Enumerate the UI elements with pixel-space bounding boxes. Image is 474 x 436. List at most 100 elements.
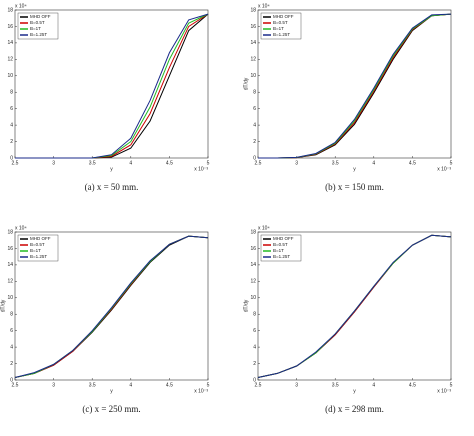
legend-label: MHD OFF: [30, 236, 51, 241]
legend-label: B=1.25T: [273, 32, 290, 37]
y-tick-label: 14: [250, 40, 256, 46]
legend-label: B=1T: [30, 248, 41, 253]
x-exponent: x 10⁻³: [194, 166, 208, 172]
y-tick-label: 6: [253, 328, 256, 334]
x-tick-label: 2.5: [255, 382, 262, 388]
y-tick-label: 16: [7, 24, 13, 30]
y-tick-label: 6: [253, 106, 256, 112]
y-tick-label: 0: [10, 155, 13, 161]
y-tick-label: 12: [7, 57, 13, 63]
y-tick-label: 10: [7, 73, 13, 79]
x-tick-label: 4.5: [409, 160, 416, 166]
legend-label: B=1T: [273, 248, 284, 253]
y-tick-label: 2: [253, 361, 256, 367]
x-exponent: x 10⁻³: [194, 388, 208, 394]
y-tick-label: 6: [10, 328, 13, 334]
legend-label: B=1.25T: [273, 254, 290, 259]
y-tick-label: 12: [250, 57, 256, 63]
y-tick-label: 4: [10, 344, 13, 350]
y-tick-label: 16: [250, 246, 256, 252]
y-tick-label: 4: [10, 122, 13, 128]
x-tick-label: 3: [295, 160, 298, 166]
x-tick-label: 2.5: [255, 160, 262, 166]
y-exponent: x 10⁴: [258, 3, 270, 9]
plot-frame: [14, 231, 209, 381]
legend-label: B=1T: [30, 26, 41, 31]
series-line: [15, 13, 209, 159]
series-line: [258, 13, 452, 159]
plot-frame: [257, 231, 452, 381]
x-tick-label: 3.5: [89, 382, 96, 388]
legend-label: B=1.25T: [30, 254, 47, 259]
caption: (a) x = 50 mm.: [85, 182, 139, 192]
plot-frame: [257, 9, 452, 159]
x-exponent: x 10⁻³: [437, 388, 451, 394]
x-tick-label: 5: [450, 160, 453, 166]
x-axis-label: y: [353, 166, 356, 172]
y-tick-label: 12: [7, 279, 13, 285]
y-tick-label: 8: [10, 90, 13, 96]
legend-label: B=1T: [273, 26, 284, 31]
x-axis-label: y: [110, 166, 113, 172]
x-tick-label: 4: [129, 382, 132, 388]
legend-label: B=0.5T: [30, 242, 45, 247]
caption: (d) x = 298 mm.: [325, 404, 384, 414]
legend-label: B=0.5T: [30, 20, 45, 25]
series-line: [14, 235, 209, 379]
y-tick-label: 18: [250, 229, 256, 235]
y-tick-label: 10: [7, 295, 13, 301]
x-tick-label: 3.5: [89, 160, 96, 166]
x-tick-label: 4.5: [166, 160, 173, 166]
y-axis-label: dT/dy: [243, 77, 249, 90]
y-tick-label: 8: [253, 312, 256, 318]
y-exponent: x 10⁴: [258, 225, 270, 231]
x-tick-label: 4.5: [409, 382, 416, 388]
x-tick-label: 4: [372, 160, 375, 166]
y-tick-label: 8: [10, 312, 13, 318]
y-tick-label: 18: [7, 229, 13, 235]
x-tick-label: 4: [129, 160, 132, 166]
y-tick-label: 6: [10, 106, 13, 112]
legend-label: B=1.25T: [30, 32, 47, 37]
series-line: [257, 234, 452, 379]
y-tick-label: 2: [10, 139, 13, 145]
y-tick-label: 18: [250, 7, 256, 13]
x-tick-label: 5: [207, 160, 210, 166]
y-tick-label: 2: [10, 361, 13, 367]
plot-frame: [14, 9, 209, 159]
legend-label: B=0.5T: [273, 20, 288, 25]
y-tick-label: 8: [253, 90, 256, 96]
x-exponent: x 10⁻³: [437, 166, 451, 172]
y-exponent: x 10⁴: [15, 225, 27, 231]
x-tick-label: 4.5: [166, 382, 173, 388]
legend-label: MHD OFF: [273, 236, 294, 241]
y-tick-label: 12: [250, 279, 256, 285]
x-tick-label: 3.5: [332, 160, 339, 166]
y-tick-label: 18: [7, 7, 13, 13]
y-tick-label: 16: [250, 24, 256, 30]
legend-label: B=0.5T: [273, 242, 288, 247]
y-tick-label: 0: [253, 155, 256, 161]
y-tick-label: 2: [253, 139, 256, 145]
y-tick-label: 10: [250, 73, 256, 79]
x-tick-label: 2.5: [12, 382, 19, 388]
y-axis-label: dT/dy: [243, 299, 249, 312]
x-axis-label: y: [353, 388, 356, 394]
x-tick-label: 5: [450, 382, 453, 388]
legend-label: MHD OFF: [273, 14, 294, 19]
y-tick-label: 0: [10, 377, 13, 383]
y-tick-label: 14: [7, 262, 13, 268]
y-tick-label: 0: [253, 377, 256, 383]
y-tick-label: 10: [250, 295, 256, 301]
y-tick-label: 16: [7, 246, 13, 252]
caption: (c) x = 250 mm.: [82, 404, 140, 414]
x-tick-label: 5: [207, 382, 210, 388]
y-axis-label: dT/dy: [0, 299, 6, 312]
y-tick-label: 4: [253, 344, 256, 350]
legend-label: MHD OFF: [30, 14, 51, 19]
y-exponent: x 10⁴: [15, 3, 27, 9]
x-tick-label: 3.5: [332, 382, 339, 388]
y-tick-label: 14: [7, 40, 13, 46]
y-tick-label: 4: [253, 122, 256, 128]
